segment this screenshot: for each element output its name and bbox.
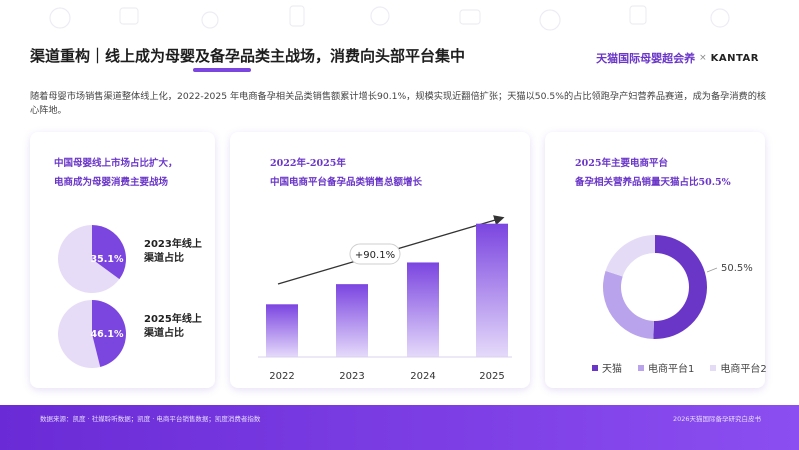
pie-2023-pct-label: 35.1% [91,254,124,265]
pie-chart-2025: 46.1% [58,300,127,368]
pie-2025-label-line2: 渠道占比 [144,328,184,339]
left-card-title-line1: 中国母婴线上市场占比扩大， [54,158,178,169]
growth-badge: +90.1% [355,250,395,261]
middle-card-title-line1: 2022年-2025年 [270,158,346,169]
footer-source: 数据来源：凯度 · 社媒聆听数据；凯度 · 电商平台销售数据；凯度消费者指数 [40,415,261,423]
pie-2023-label-line2: 渠道占比 [144,253,184,264]
donut-chart: 50.5% [603,235,753,339]
bar-chart: +90.1% 2022 2023 2024 2025 [258,215,512,382]
brand-logos: 天猫国际母婴超会养 × KANTAR [596,50,759,66]
x-tick-2025: 2025 [479,371,504,382]
pie-chart-2023: 35.1% [57,225,126,293]
right-card: 2025年主要电商平台 备孕相关营养品销量天猫占比50.5% 50.5% [545,132,765,388]
legend-item-tmall: 天猫 [592,360,622,375]
growth-badge-bg [349,243,401,265]
pie-2025-pct-label: 46.1% [91,329,124,340]
donut-legend: 天猫 电商平台1 电商平台2 [592,360,767,375]
x-tick-2023: 2023 [339,371,364,382]
middle-card-title: 2022年-2025年 中国电商平台备孕品类销售总额增长 [270,154,422,192]
background-doodles [49,5,730,31]
pie-2023-label-line1: 2023年线上 [144,239,202,250]
bar-2025 [476,223,508,357]
pie-2025-online-slice [92,300,127,367]
right-card-title-line1: 2025年主要电商平台 [575,158,668,169]
legend-item-platform2: 电商平台2 [710,360,767,375]
x-tick-2022: 2022 [269,371,294,382]
x-tick-2024: 2024 [410,371,435,382]
right-card-title-line2: 备孕相关营养品销量天猫占比50.5% [575,177,731,188]
legend-label-platform2: 电商平台2 [720,364,767,375]
page-title: 渠道重构｜线上成为母婴及备孕品类主战场，消费向头部平台集中 [30,47,466,65]
pie-2023-label: 2023年线上 渠道占比 [144,238,202,266]
kantar-logo: KANTAR [710,52,759,64]
legend-item-platform1: 电商平台1 [638,360,694,375]
pie-2023-other-slice [57,225,120,293]
bar-2022 [266,304,298,357]
middle-card: 2022年-2025年 中国电商平台备孕品类销售总额增长 +90.1% 2022… [230,132,530,388]
middle-card-title-line2: 中国电商平台备孕品类销售总额增长 [270,177,423,188]
description-text: 随着母婴市场销售渠道整体线上化，2022-2025 年电商备孕相关品类销售额累计… [30,91,767,116]
donut-leader-line [706,267,718,273]
donut-slice-1 [653,235,707,339]
donut-slice-3 [605,235,655,277]
right-card-title: 2025年主要电商平台 备孕相关营养品销量天猫占比50.5% [575,154,731,192]
pie-2023-online-slice [92,225,126,280]
bar-2023 [336,284,368,357]
pie-2025-label: 2025年线上 渠道占比 [144,313,202,341]
legend-label-platform1: 电商平台1 [648,364,695,375]
footer-bar: 数据来源：凯度 · 社媒聆听数据；凯度 · 电商平台销售数据；凯度消费者指数 2… [0,405,799,450]
donut-slices [603,235,707,339]
bars-group: 2022 2023 2024 2025 [266,223,508,382]
brand-separator: × [699,53,707,63]
bar-2024 [407,262,439,357]
legend-label-tmall: 天猫 [602,364,622,375]
pie-2025-label-line1: 2025年线上 [144,314,202,325]
tmall-logo: 天猫国际母婴超会养 [596,52,696,65]
legend-swatch-platform2 [710,364,717,371]
donut-pct-label: 50.5% [721,263,753,274]
left-card: 中国母婴线上市场占比扩大， 电商成为母婴消费主要战场 35.1% 2023年线上… [30,132,215,388]
legend-swatch-platform1 [638,364,644,371]
title-underline [193,68,251,72]
left-card-title-line2: 电商成为母婴消费主要战场 [54,177,169,188]
footer-report-name: 2026天猫国际备孕研究白皮书 [672,415,761,423]
donut-slice-2 [603,270,654,339]
pie-2025-other-slice [58,300,101,368]
left-card-title: 中国母婴线上市场占比扩大， 电商成为母婴消费主要战场 [54,154,178,192]
legend-swatch-tmall [592,364,598,371]
